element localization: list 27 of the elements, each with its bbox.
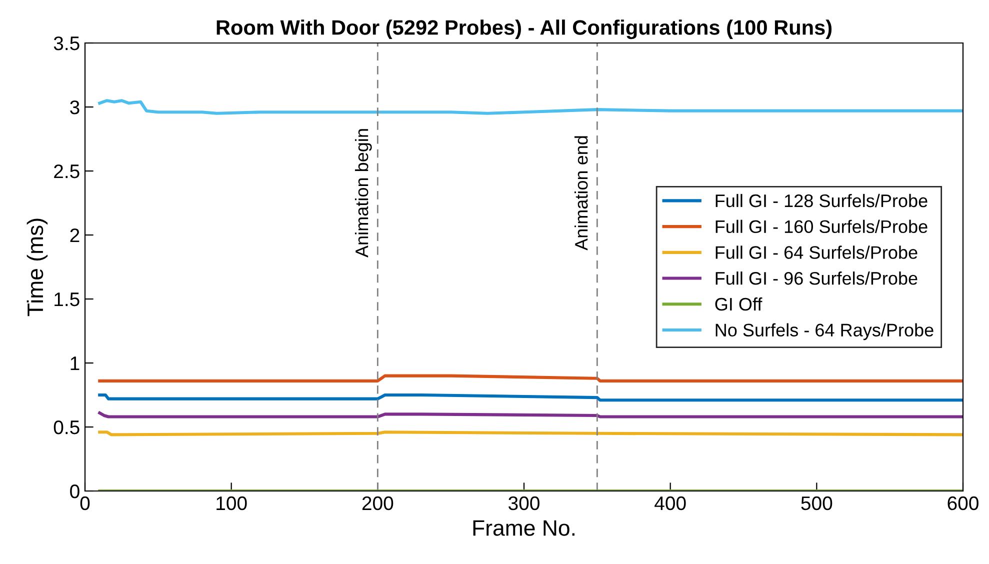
y-tick-label: 0 [70,484,80,498]
legend-label: Full GI - 160 Surfels/Probe [716,220,928,234]
y-tick-label: 0.5 [54,420,80,434]
legend-label: No Surfels - 64 Rays/Probe [716,323,934,340]
legend-label: Full GI - 96 Surfels/Probe [716,272,918,285]
y-tick-label: 2.5 [54,164,80,178]
x-tick-label: 600 [948,496,978,510]
y-tick-label: 2 [70,228,80,242]
ref-line-label: Animation begin [354,129,372,258]
y-tick-label: 1 [70,356,80,370]
y-tick-label: 1.5 [54,292,80,306]
y-tick-label: 3.5 [54,36,80,50]
x-tick-label: 300 [508,496,540,510]
y-tick-label: 3 [70,100,80,114]
line-series [98,99,963,115]
x-tick-label: 200 [362,496,394,510]
x-tick-label: 100 [216,496,247,510]
chart-title: Room With Door (5292 Probes) - All Configurations (100 Runs) [216,20,832,40]
legend-label: Full GI - 128 Surfels/Probe [716,194,928,208]
x-tick-label: 0 [80,496,90,510]
ref-line-label: Animation end [574,136,588,250]
x-tick-label: 500 [801,496,832,510]
y-axis-title: Time (ms) [26,218,48,316]
x-tick-label: 400 [654,496,686,510]
x-axis-title: Frame No. [473,520,574,536]
legend-label: Full GI - 64 Surfels/Probe [716,246,918,259]
legend-label: GI Off [715,297,762,311]
